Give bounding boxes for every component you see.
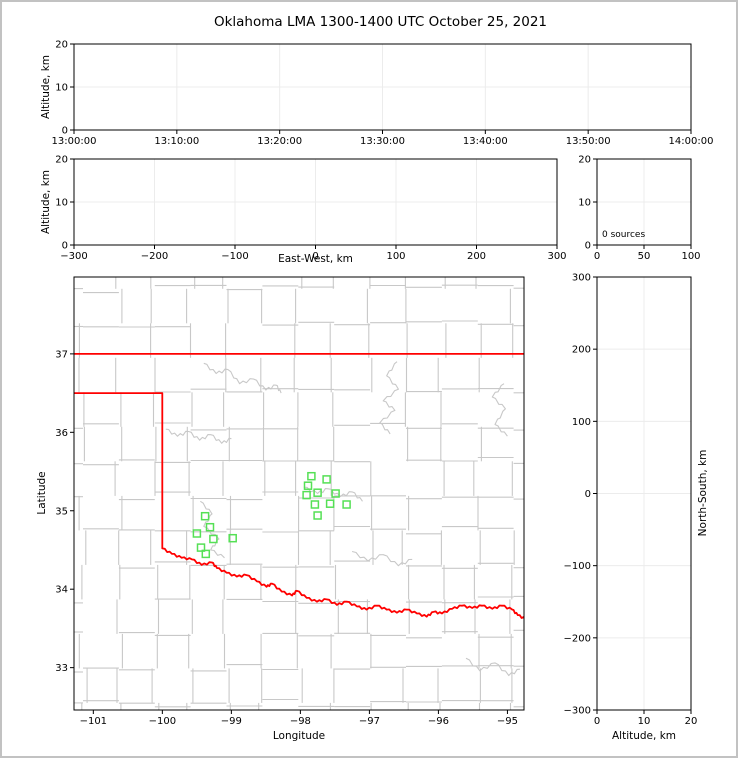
lma-station-marker	[196, 543, 206, 552]
tick-label: 0	[62, 126, 68, 137]
ns-height-xlabel: Altitude, km	[611, 730, 676, 742]
tick-label: 0	[585, 489, 591, 500]
tick-label: 13:40:00	[463, 136, 508, 147]
tick-label: 13:00:00	[52, 136, 97, 147]
source-count-annotation: 0 sources	[602, 230, 646, 240]
tick-label: 13:50:00	[566, 136, 611, 147]
tick-label: 10	[578, 198, 591, 209]
tick-label: 13:10:00	[154, 136, 199, 147]
tick-label: 200	[467, 251, 486, 262]
tick-label: 300	[547, 251, 566, 262]
tick-marks	[70, 43, 692, 714]
tick-label: 36	[55, 428, 68, 439]
lma-stations	[192, 471, 351, 559]
tick-label: 33	[55, 663, 68, 674]
tick-label: 100	[572, 417, 591, 428]
tick-label: 10	[638, 716, 651, 727]
tick-label: −97	[359, 716, 380, 727]
map-xlabel: Longitude	[272, 730, 326, 742]
lma-station-marker	[303, 481, 313, 490]
tick-label: −101	[80, 716, 107, 727]
tick-label: −300	[564, 706, 591, 717]
lma-station-marker	[322, 475, 331, 484]
lma-station-marker	[325, 499, 335, 508]
lma-station-marker	[307, 471, 316, 481]
lma-station-marker	[313, 488, 322, 497]
time-height-ylabel: Altitude, km	[39, 54, 52, 120]
tick-label: 0	[312, 251, 318, 262]
tick-label: −95	[497, 716, 518, 727]
tick-label: 14:00:00	[669, 136, 714, 147]
tick-label: 0	[62, 241, 68, 252]
tick-label: 37	[55, 349, 68, 360]
tick-label: 20	[55, 155, 68, 166]
ew-height-xlabel: East-West, km	[278, 253, 353, 265]
lma-station-marker	[205, 522, 215, 532]
tick-label: −99	[221, 716, 242, 727]
lma-station-marker	[342, 500, 351, 509]
tick-label: 10	[55, 198, 68, 209]
tick-label: 0	[594, 251, 600, 262]
lma-station-marker	[201, 549, 211, 559]
tick-label: 13:30:00	[360, 136, 405, 147]
tick-label: 200	[572, 345, 591, 356]
tick-label: 0	[594, 716, 600, 727]
tick-label: 10	[55, 83, 68, 94]
state-border	[74, 353, 524, 619]
tick-label: 50	[638, 251, 651, 262]
lma-station-marker	[228, 533, 237, 543]
figure-title: Oklahoma LMA 1300-1400 UTC October 25, 2…	[213, 14, 548, 30]
lma-station-marker	[310, 500, 320, 509]
tick-label: 20	[55, 40, 68, 51]
tick-label: 100	[386, 251, 405, 262]
lma-station-marker	[331, 489, 340, 498]
map-rivers	[165, 361, 520, 677]
lma-station-marker	[302, 490, 311, 500]
map-county-lines	[74, 277, 524, 710]
tick-label: 20	[685, 716, 698, 727]
tick-label: −100	[564, 561, 591, 572]
tick-label: 100	[681, 251, 700, 262]
tick-label: 300	[572, 273, 591, 284]
tick-label: 34	[55, 585, 68, 596]
lma-station-marker	[200, 511, 210, 521]
tick-label: 0	[585, 241, 591, 252]
tick-labels: 13:00:00 13:10:00 13:20:00 13:30:00 13:40:00…	[52, 40, 714, 728]
tick-label: −96	[428, 716, 449, 727]
tick-label: −100	[149, 716, 176, 727]
tick-label: 20	[578, 155, 591, 166]
lma-station-marker	[313, 511, 322, 520]
lma-station-marker	[192, 529, 202, 538]
ns-height-ylabel: North-South, km	[696, 449, 709, 537]
ew-height-ylabel: Altitude, km	[39, 169, 52, 235]
tick-label: −200	[564, 633, 591, 644]
map-ylabel: Latitude	[35, 471, 48, 515]
panel-gridlines	[74, 44, 691, 710]
tick-label: −300	[60, 251, 87, 262]
tick-label: −100	[221, 251, 248, 262]
tick-label: −98	[290, 716, 311, 727]
tick-label: 35	[55, 506, 68, 517]
tick-label: −200	[141, 251, 168, 262]
lma-station-marker	[209, 534, 218, 544]
tick-label: 13:20:00	[257, 136, 302, 147]
